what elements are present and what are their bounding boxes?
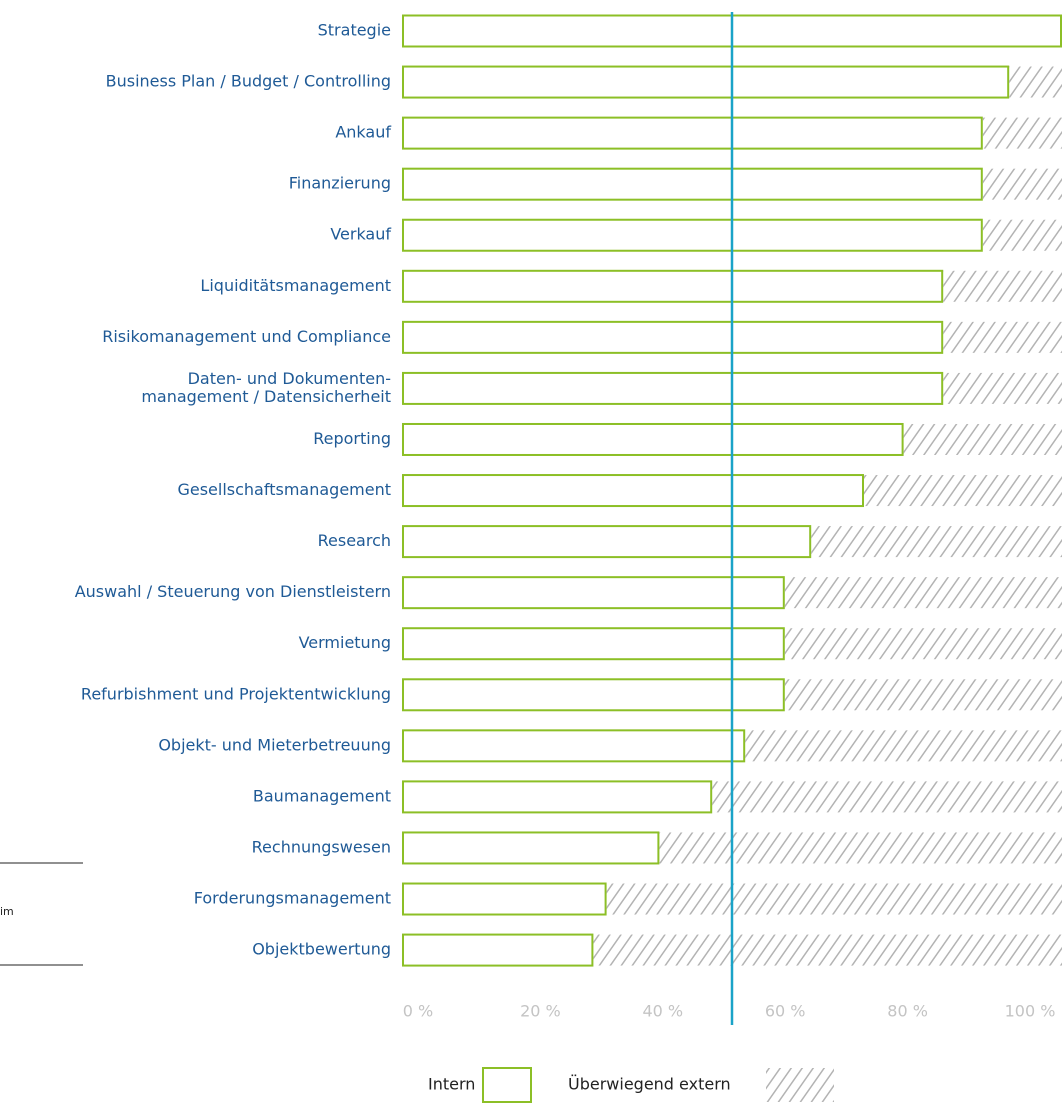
bar-segment bbox=[402, 116, 983, 150]
bar-segment bbox=[606, 883, 1062, 915]
category-label: Business Plan / Budget / Controlling bbox=[106, 72, 391, 91]
legend-label: Intern bbox=[428, 1075, 475, 1094]
bar-segment bbox=[402, 576, 785, 610]
category-label: Vermietung bbox=[299, 633, 391, 652]
bar-segment bbox=[784, 679, 1062, 711]
bar-segment bbox=[943, 321, 1062, 353]
bar-segment bbox=[402, 422, 904, 456]
category-label: Daten- und Dokumenten- bbox=[188, 369, 391, 388]
category-label: Auswahl / Steuerung von Dienstleistern bbox=[75, 582, 391, 601]
bar-segment bbox=[402, 320, 944, 354]
annotation: im bbox=[0, 905, 14, 918]
category-label: Forderungsmanagement bbox=[194, 889, 391, 908]
bar-segment bbox=[659, 832, 1062, 864]
bar-segment bbox=[402, 729, 746, 763]
bar-segment bbox=[402, 831, 660, 865]
bar-segment bbox=[864, 475, 1062, 507]
category-label: Verkauf bbox=[330, 225, 391, 244]
bar-segment bbox=[402, 269, 944, 303]
bar-segment bbox=[402, 218, 983, 252]
category-label: Objekt- und Mieterbetreuung bbox=[158, 735, 391, 754]
category-label: Gesellschaftsmanagement bbox=[177, 480, 391, 499]
bar-segment bbox=[402, 167, 983, 201]
bar-segment bbox=[402, 882, 607, 916]
bar-segment bbox=[402, 933, 594, 967]
bar-segment bbox=[784, 577, 1062, 609]
x-tick-label: 60 % bbox=[765, 1002, 806, 1021]
bar-segment bbox=[982, 168, 1062, 200]
x-tick-label: 20 % bbox=[520, 1002, 561, 1021]
category-label: management / Datensicherheit bbox=[141, 387, 391, 406]
bar-segment bbox=[402, 474, 864, 508]
x-tick-label: 80 % bbox=[887, 1002, 928, 1021]
bar-segment bbox=[903, 423, 1062, 455]
legend: Intern Überwiegend extern bbox=[428, 1067, 834, 1103]
bar-segment bbox=[402, 65, 1010, 99]
x-tick-label: 40 % bbox=[642, 1002, 683, 1021]
bar-segment bbox=[982, 117, 1062, 149]
bar-segment bbox=[784, 628, 1062, 660]
category-label: Reporting bbox=[313, 429, 391, 448]
bar-segment bbox=[712, 781, 1062, 813]
bar-segment bbox=[402, 525, 812, 559]
category-label: Refurbishment und Projektentwicklung bbox=[81, 684, 391, 703]
category-label: Objektbewertung bbox=[252, 940, 391, 959]
legend-swatch bbox=[482, 1067, 532, 1103]
legend-label: Überwiegend extern bbox=[568, 1075, 731, 1094]
x-tick-label: 0 % bbox=[403, 1002, 433, 1021]
bar-segment bbox=[402, 678, 785, 712]
category-label: Strategie bbox=[318, 21, 391, 40]
bar-segment bbox=[982, 219, 1062, 251]
category-label: Baumanagement bbox=[253, 786, 391, 805]
category-label: Ankauf bbox=[335, 123, 391, 142]
bar-segment bbox=[943, 270, 1062, 302]
bar-segment bbox=[402, 627, 785, 661]
bar-segment bbox=[593, 934, 1062, 966]
bar-segment bbox=[943, 372, 1062, 404]
category-label: Risikomanagement und Compliance bbox=[102, 327, 391, 346]
category-label: Finanzierung bbox=[289, 174, 391, 193]
x-tick-label: 100 % bbox=[1005, 1002, 1056, 1021]
bar-segment bbox=[811, 526, 1062, 558]
legend-swatch bbox=[766, 1068, 834, 1102]
bar-segment bbox=[1009, 66, 1062, 98]
category-label: Rechnungswesen bbox=[252, 837, 391, 856]
category-label: Research bbox=[318, 531, 391, 550]
category-label: Liquiditätsmanagement bbox=[200, 276, 391, 295]
bar-segment bbox=[402, 780, 713, 814]
bar-segment bbox=[745, 730, 1062, 762]
bar-segment bbox=[402, 371, 944, 405]
